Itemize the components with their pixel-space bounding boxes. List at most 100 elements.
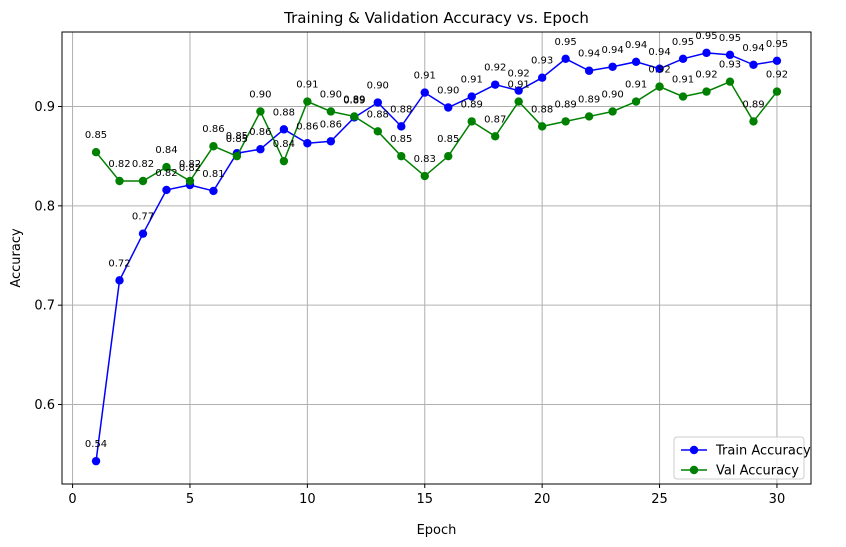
x-tick-label: 15 [416,492,433,507]
train-accuracy-point [303,139,312,148]
val-accuracy-point [115,176,124,186]
val-accuracy-data-label: 0.84 [155,145,177,156]
train-accuracy-data-label: 0.90 [367,81,389,92]
train-accuracy-data-label: 0.77 [132,212,154,223]
train-accuracy-point [115,276,124,285]
y-axis-label: Accuracy [9,228,24,288]
train-accuracy-data-label: 0.94 [578,49,600,60]
val-accuracy-point [350,112,359,121]
val-accuracy-point [279,156,289,166]
val-accuracy-line [95,80,778,183]
train-accuracy-point [397,122,406,131]
val-accuracy-point [678,92,688,101]
train-accuracy-point [608,62,617,71]
train-accuracy-data-label: 0.95 [719,33,741,44]
train-accuracy-point [490,80,500,89]
legend-train-accuracy-label: Train Accuracy [715,444,811,459]
val-accuracy-point [444,151,453,161]
val-accuracy-point [749,117,758,126]
val-accuracy-point [514,97,523,106]
train-accuracy-point [678,54,688,64]
train-accuracy-data-label: 0.72 [108,258,130,269]
val-accuracy-point [185,176,195,186]
grid-layer [62,32,811,484]
train-accuracy-data-label: 0.88 [273,107,295,118]
legend-train-accuracy-marker [689,445,699,455]
val-accuracy-point [232,151,242,161]
train-accuracy-data-label: 0.94 [742,43,764,54]
train-accuracy-data-label: 0.95 [672,37,694,48]
val-accuracy-point [631,97,641,106]
train-accuracy-point [584,66,594,75]
val-accuracy-data-label: 0.93 [719,60,741,71]
val-accuracy-point [702,87,711,96]
y-tick-label: 0.7 [34,299,55,314]
val-accuracy-data-label: 0.89 [461,99,483,110]
x-tick-label: 25 [651,492,668,507]
val-accuracy-data-label: 0.91 [296,80,318,91]
val-accuracy-data-label: 0.90 [249,89,271,100]
train-accuracy-point [655,64,664,73]
train-accuracy-data-label: 0.82 [155,168,177,179]
legend-val-accuracy-marker [689,465,699,475]
val-accuracy-point [490,132,500,141]
train-accuracy-data-label: 0.86 [296,121,318,132]
train-accuracy-data-label: 0.92 [484,63,506,74]
train-accuracy-data-label: 0.54 [85,439,107,450]
train-accuracy-point [162,185,171,195]
x-axis-label: Epoch [417,523,457,538]
train-accuracy-data-label: 0.92 [508,69,530,80]
x-tick-label: 20 [534,492,551,507]
val-accuracy-data-label: 0.83 [414,154,436,165]
val-accuracy-data-label: 0.91 [672,75,694,86]
train-accuracy-data-label: 0.90 [437,85,459,96]
val-accuracy-point [772,87,782,96]
train-accuracy-data-label: 0.94 [601,45,623,56]
legend: Train Accuracy Val Accuracy [673,436,811,480]
val-accuracy-point [397,151,406,161]
val-accuracy-data-label: 0.88 [531,104,553,115]
val-accuracy-data-label: 0.88 [367,109,389,120]
train-accuracy-data-label: 0.95 [766,39,788,50]
train-accuracy-point [256,145,265,154]
val-accuracy-data-label: 0.89 [555,99,577,110]
val-accuracy-point [138,176,148,186]
data-label-layer: 0.540.720.770.82 0.820.810.85 0.860.880.86… [85,31,788,450]
val-accuracy-data-label: 0.92 [695,70,717,81]
train-accuracy-point [326,137,336,146]
train-accuracy-point [561,54,570,64]
val-accuracy-data-label: 0.90 [320,89,342,100]
val-accuracy-point [584,112,594,121]
train-accuracy-data-label: 0.94 [625,40,647,51]
train-accuracy-point [514,86,523,95]
x-tick-label: 5 [186,492,194,507]
val-accuracy-point [608,107,617,116]
train-accuracy-point [772,56,782,66]
val-accuracy-data-label: 0.85 [226,134,248,145]
val-accuracy-data-label: 0.90 [601,89,623,100]
train-accuracy-point [725,50,735,60]
train-accuracy-data-label: 0.85 [226,131,248,142]
val-accuracy-data-label: 0.85 [437,134,459,145]
train-accuracy-point [702,48,711,58]
train-accuracy-data-label: 0.95 [555,37,577,48]
val-accuracy-data-label: 0.86 [202,124,224,135]
val-accuracy-data-label: 0.89 [742,99,764,110]
val-accuracy-point [373,127,383,136]
val-accuracy-data-label: 0.91 [625,80,647,91]
x-tick-label: 30 [769,492,786,507]
train-accuracy-point [537,73,547,82]
tick-layer: 0 5 10 15 20 25 30 0.6 0.7 0.8 0.9 [34,100,785,507]
val-accuracy-point [420,171,429,181]
val-accuracy-data-label: 0.84 [273,139,295,150]
train-accuracy-data-label: 0.94 [648,47,670,58]
val-accuracy-point [256,107,265,116]
legend-val-accuracy-label: Val Accuracy [716,464,799,479]
val-accuracy-data-label: 0.91 [508,80,530,91]
chart-title: Training & Validation Accuracy vs. Epoch [283,9,589,27]
train-accuracy-point [209,186,218,196]
val-accuracy-point [91,148,101,157]
train-accuracy-data-label: 0.82 [179,163,201,174]
